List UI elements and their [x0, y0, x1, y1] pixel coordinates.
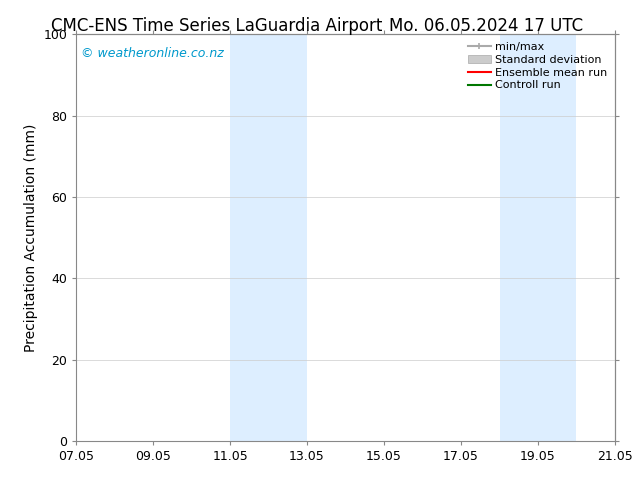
- Text: © weatheronline.co.nz: © weatheronline.co.nz: [81, 47, 224, 59]
- Y-axis label: Precipitation Accumulation (mm): Precipitation Accumulation (mm): [23, 123, 37, 352]
- Bar: [500, 34, 576, 441]
- Text: CMC-ENS Time Series LaGuardia Airport: CMC-ENS Time Series LaGuardia Airport: [51, 17, 382, 35]
- Bar: [230, 34, 307, 441]
- Legend: min/max, Standard deviation, Ensemble mean run, Controll run: min/max, Standard deviation, Ensemble me…: [466, 40, 609, 93]
- Text: Mo. 06.05.2024 17 UTC: Mo. 06.05.2024 17 UTC: [389, 17, 583, 35]
